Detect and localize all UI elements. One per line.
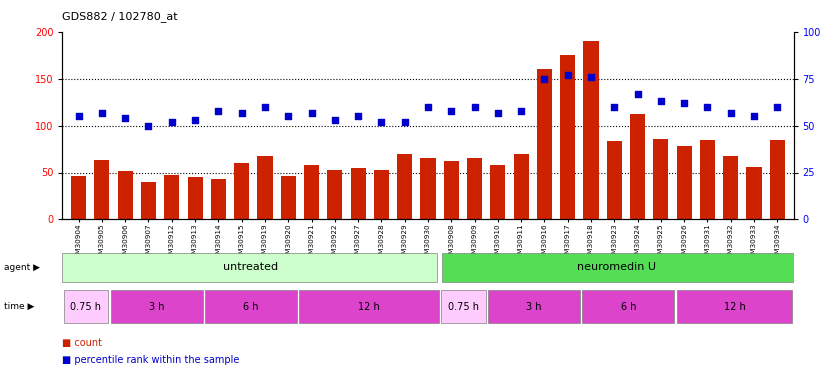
Point xyxy=(72,113,86,119)
Point xyxy=(258,104,272,110)
Point xyxy=(561,72,574,78)
Text: 3 h: 3 h xyxy=(526,302,542,312)
Point xyxy=(375,119,388,125)
Bar xyxy=(299,290,439,323)
Bar xyxy=(537,69,552,219)
Point xyxy=(142,123,155,129)
Bar xyxy=(746,167,761,219)
Text: 0.75 h: 0.75 h xyxy=(71,302,101,312)
Bar xyxy=(488,290,580,323)
Bar xyxy=(188,177,203,219)
Bar xyxy=(95,160,110,219)
Point xyxy=(468,104,481,110)
Bar xyxy=(304,165,319,219)
Bar xyxy=(630,114,645,219)
Bar xyxy=(205,290,297,323)
Bar xyxy=(165,176,179,219)
Bar xyxy=(444,161,459,219)
Point xyxy=(165,119,179,125)
Bar xyxy=(653,139,668,219)
Text: untreated: untreated xyxy=(224,262,278,272)
Bar xyxy=(420,158,435,219)
Bar xyxy=(441,290,486,323)
Bar xyxy=(467,158,482,219)
Text: time ▶: time ▶ xyxy=(4,302,35,311)
Bar xyxy=(327,170,342,219)
Point xyxy=(352,113,365,119)
Bar xyxy=(258,156,273,219)
Bar xyxy=(514,154,529,219)
Bar xyxy=(560,56,575,219)
Point xyxy=(654,98,667,104)
Point xyxy=(607,104,621,110)
Point xyxy=(701,104,714,110)
Point xyxy=(282,113,295,119)
Text: neuromedin U: neuromedin U xyxy=(578,262,656,272)
Point xyxy=(421,104,435,110)
Point xyxy=(119,115,132,121)
Text: 3 h: 3 h xyxy=(149,302,165,312)
Text: GDS882 / 102780_at: GDS882 / 102780_at xyxy=(62,11,178,22)
Bar xyxy=(281,176,296,219)
Text: agent ▶: agent ▶ xyxy=(4,263,40,272)
Text: 12 h: 12 h xyxy=(358,302,380,312)
Point xyxy=(747,113,760,119)
Point xyxy=(212,108,225,114)
Text: 6 h: 6 h xyxy=(621,302,637,312)
Bar xyxy=(234,163,249,219)
Bar xyxy=(211,179,226,219)
Point xyxy=(538,76,551,82)
Point xyxy=(631,91,644,97)
Bar xyxy=(700,140,715,219)
Bar xyxy=(111,290,203,323)
Bar xyxy=(676,146,691,219)
Point xyxy=(235,110,248,116)
Point xyxy=(724,110,737,116)
Bar xyxy=(397,154,412,219)
Bar xyxy=(723,156,738,219)
Bar xyxy=(442,252,794,282)
Point xyxy=(328,117,342,123)
Point xyxy=(445,108,458,114)
Point xyxy=(491,110,504,116)
Bar xyxy=(118,171,133,219)
Text: 0.75 h: 0.75 h xyxy=(448,302,479,312)
Bar xyxy=(62,252,437,282)
Text: 6 h: 6 h xyxy=(243,302,258,312)
Point xyxy=(398,119,411,125)
Point xyxy=(770,104,784,110)
Point xyxy=(96,110,109,116)
Text: 12 h: 12 h xyxy=(724,302,745,312)
Bar xyxy=(770,140,784,219)
Point xyxy=(514,108,528,114)
Bar xyxy=(141,182,156,219)
Bar xyxy=(374,170,389,219)
Bar xyxy=(351,168,366,219)
Bar xyxy=(71,176,86,219)
Point xyxy=(584,74,597,80)
Point xyxy=(189,117,202,123)
Text: ■ count: ■ count xyxy=(62,338,102,348)
Bar xyxy=(583,290,675,323)
Point xyxy=(305,110,318,116)
Point xyxy=(677,100,691,106)
Bar xyxy=(63,290,108,323)
Bar xyxy=(583,41,598,219)
Bar xyxy=(607,141,622,219)
Text: ■ percentile rank within the sample: ■ percentile rank within the sample xyxy=(62,355,239,365)
Bar xyxy=(490,165,505,219)
Bar xyxy=(676,290,793,323)
